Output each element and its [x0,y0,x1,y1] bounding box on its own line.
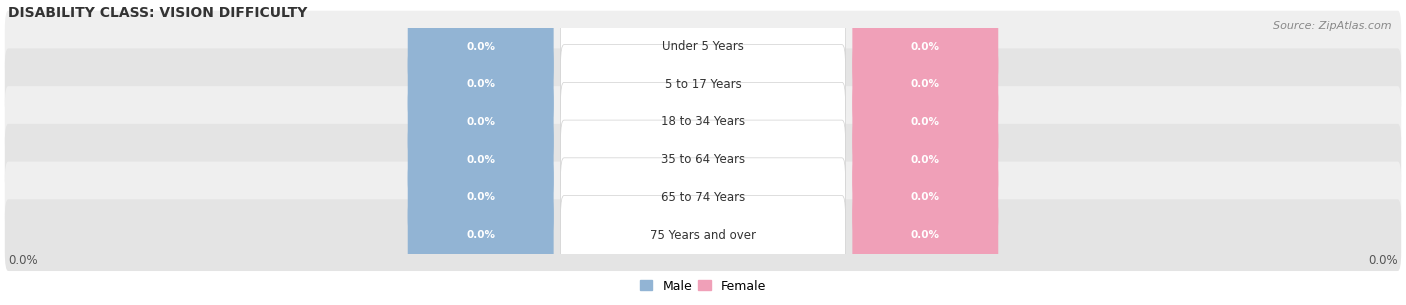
FancyBboxPatch shape [852,45,998,124]
FancyBboxPatch shape [408,196,554,275]
Text: 0.0%: 0.0% [467,155,495,165]
Text: 0.0%: 0.0% [911,230,939,240]
FancyBboxPatch shape [4,162,1402,233]
Text: 0.0%: 0.0% [467,117,495,127]
Text: 75 Years and over: 75 Years and over [650,229,756,242]
Text: 0.0%: 0.0% [1368,254,1398,267]
FancyBboxPatch shape [852,82,998,162]
Text: 0.0%: 0.0% [911,117,939,127]
Text: 0.0%: 0.0% [911,79,939,89]
Text: 65 to 74 Years: 65 to 74 Years [661,191,745,204]
FancyBboxPatch shape [4,86,1402,158]
Text: 0.0%: 0.0% [467,79,495,89]
Text: 0.0%: 0.0% [911,41,939,52]
Text: 0.0%: 0.0% [467,192,495,203]
FancyBboxPatch shape [408,120,554,199]
Text: 5 to 17 Years: 5 to 17 Years [665,78,741,91]
FancyBboxPatch shape [4,48,1402,120]
FancyBboxPatch shape [852,120,998,199]
FancyBboxPatch shape [4,199,1402,271]
FancyBboxPatch shape [852,7,998,86]
Text: 18 to 34 Years: 18 to 34 Years [661,116,745,128]
FancyBboxPatch shape [852,158,998,237]
FancyBboxPatch shape [561,45,845,124]
Legend: Male, Female: Male, Female [636,274,770,298]
Text: 35 to 64 Years: 35 to 64 Years [661,153,745,166]
Text: 0.0%: 0.0% [911,192,939,203]
FancyBboxPatch shape [561,7,845,86]
FancyBboxPatch shape [852,196,998,275]
FancyBboxPatch shape [561,158,845,237]
FancyBboxPatch shape [408,82,554,162]
Text: 0.0%: 0.0% [467,41,495,52]
Text: 0.0%: 0.0% [467,230,495,240]
FancyBboxPatch shape [561,120,845,199]
FancyBboxPatch shape [4,124,1402,196]
FancyBboxPatch shape [561,196,845,275]
Text: 0.0%: 0.0% [911,155,939,165]
Text: Under 5 Years: Under 5 Years [662,40,744,53]
FancyBboxPatch shape [408,158,554,237]
Text: DISABILITY CLASS: VISION DIFFICULTY: DISABILITY CLASS: VISION DIFFICULTY [8,5,308,20]
FancyBboxPatch shape [408,7,554,86]
Text: 0.0%: 0.0% [8,254,38,267]
FancyBboxPatch shape [561,82,845,162]
FancyBboxPatch shape [4,11,1402,82]
Text: Source: ZipAtlas.com: Source: ZipAtlas.com [1274,21,1392,31]
FancyBboxPatch shape [408,45,554,124]
